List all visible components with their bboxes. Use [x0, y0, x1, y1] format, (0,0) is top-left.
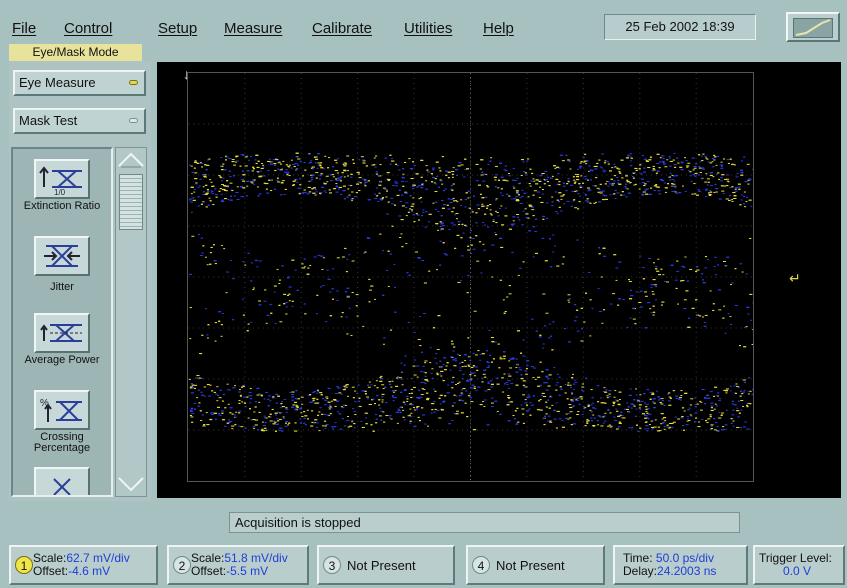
measurement-scrollbar[interactable]	[115, 147, 147, 497]
channel-3-indicator: 3	[323, 556, 341, 574]
channel-3-button[interactable]: 3 Not Present	[317, 545, 455, 585]
extinction-ratio-icon[interactable]: 1/0	[34, 159, 90, 199]
graticule	[187, 72, 754, 482]
channel-4-button[interactable]: 4 Not Present	[466, 545, 605, 585]
jitter-icon[interactable]	[34, 236, 90, 276]
time-per-div: Time: 50.0 ps/div	[623, 551, 714, 565]
trigger-level-marker-icon: ↵	[789, 270, 801, 286]
delay-readout: Delay:24.2003 ns	[623, 564, 717, 578]
extinction-ratio-item[interactable]: 1/0 Extinction Ratio	[13, 159, 111, 212]
channel-1-button[interactable]: 1 Scale:62.7 mV/div Offset:-4.6 mV	[9, 545, 158, 585]
graticule-lines	[188, 73, 753, 481]
jitter-item[interactable]: Jitter	[13, 236, 111, 293]
menu-measure[interactable]: Measure	[224, 20, 283, 37]
partial-measurement-icon[interactable]	[34, 467, 90, 495]
time-reference-marker-icon: ↓	[183, 66, 190, 82]
average-power-icon[interactable]	[34, 313, 90, 353]
channel-2-indicator: 2	[173, 556, 191, 574]
svg-text:%: %	[40, 398, 49, 409]
eye-measure-button[interactable]: Eye Measure	[13, 70, 146, 96]
trigger-button[interactable]: Trigger Level: 0.0 V	[753, 545, 845, 585]
crossing-percentage-icon[interactable]: %	[34, 390, 90, 430]
date-time-display: 25 Feb 2002 18:39	[604, 14, 756, 40]
scroll-up-icon[interactable]	[117, 150, 145, 170]
menu-bar: File Control Setup Measure Calibrate Uti…	[0, 0, 847, 42]
inactive-indicator-icon	[129, 118, 138, 123]
extinction-ratio-label: Extinction Ratio	[23, 200, 101, 212]
menu-setup[interactable]: Setup	[158, 20, 198, 37]
next-measurement-item[interactable]	[13, 467, 111, 495]
waveform-display[interactable]: ↓ ↵	[157, 62, 841, 498]
average-power-label: Average Power	[24, 354, 100, 366]
measurement-panel: Eye Measure Mask Test 1/0 Extinction Rat…	[9, 61, 151, 501]
channel-2-button[interactable]: 2 Scale:51.8 mV/div Offset:-5.5 mV	[167, 545, 309, 585]
scroll-down-icon[interactable]	[117, 474, 145, 494]
status-line: Acquisition is stopped	[229, 512, 740, 533]
channel-4-status: Not Present	[496, 558, 565, 573]
channel-1-offset: Offset:-4.6 mV	[33, 564, 111, 578]
measurement-list: 1/0 Extinction Ratio Jitter	[11, 147, 113, 497]
crossing-percentage-item[interactable]: % Crossing Percentage	[13, 390, 111, 454]
trigger-level-label: Trigger Level:	[759, 551, 832, 565]
jitter-label: Jitter	[50, 281, 74, 293]
menu-help[interactable]: Help	[483, 20, 514, 37]
channel-2-scale: Scale:51.8 mV/div	[191, 551, 288, 565]
menu-utilities[interactable]: Utilities	[404, 20, 453, 37]
waveform-icon	[793, 18, 833, 38]
ratio-sublabel: 1/0	[54, 188, 66, 197]
channel-1-indicator: 1	[15, 556, 33, 574]
menu-file[interactable]: File	[12, 20, 37, 37]
active-indicator-icon	[129, 80, 138, 85]
eye-diagram	[188, 73, 753, 481]
trigger-level-value: 0.0 V	[783, 564, 812, 578]
scroll-thumb[interactable]	[119, 174, 143, 230]
channel-3-status: Not Present	[347, 558, 416, 573]
average-power-item[interactable]: Average Power	[13, 313, 111, 366]
channel-2-offset: Offset:-5.5 mV	[191, 564, 269, 578]
channel-1-scale: Scale:62.7 mV/div	[33, 551, 130, 565]
menu-control[interactable]: Control	[64, 20, 113, 37]
scope-view-button[interactable]	[786, 12, 840, 42]
channel-4-indicator: 4	[472, 556, 490, 574]
crossing-percentage-label: Crossing Percentage	[33, 431, 91, 454]
eye-measure-label: Eye Measure	[19, 75, 96, 90]
mode-label: Eye/Mask Mode	[9, 44, 142, 61]
timebase-button[interactable]: Time: 50.0 ps/div Delay:24.2003 ns	[613, 545, 748, 585]
menu-calibrate[interactable]: Calibrate	[312, 20, 373, 37]
mask-test-label: Mask Test	[19, 113, 78, 128]
mask-test-button[interactable]: Mask Test	[13, 108, 146, 134]
